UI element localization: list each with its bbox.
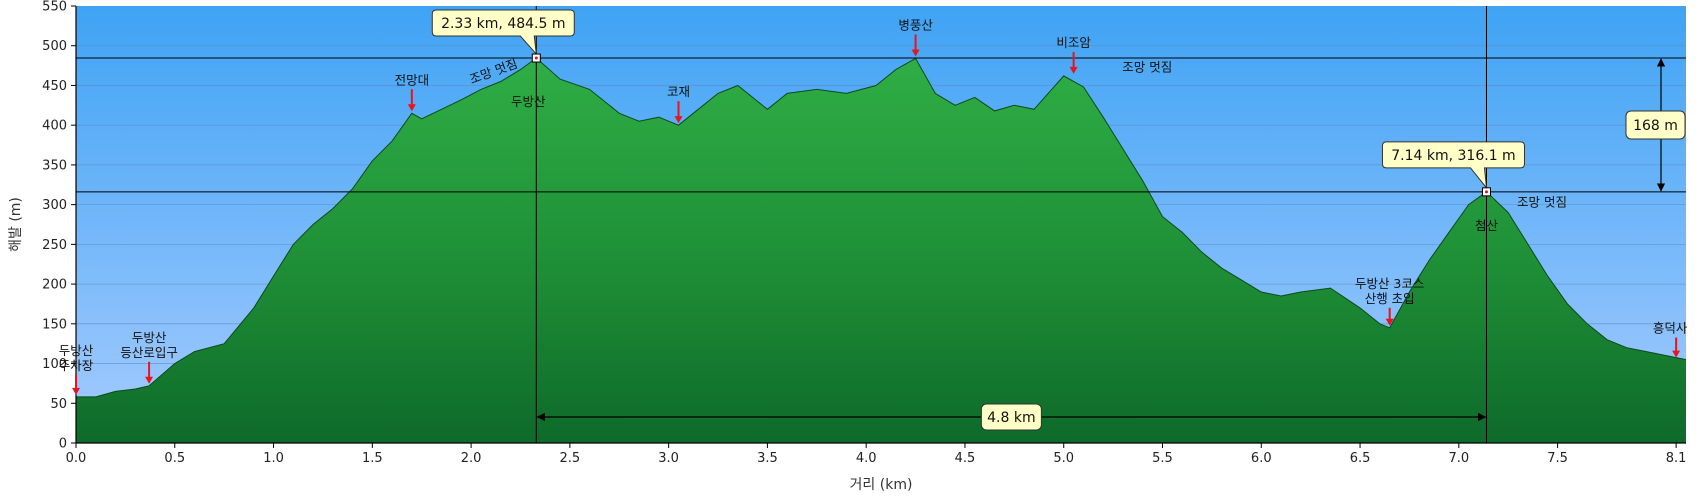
x-tick-label: 7.0: [1448, 451, 1469, 466]
annotation-arrowhead: [1672, 350, 1681, 358]
y-tick-label: 0: [59, 437, 67, 452]
x-tick-label: 4.5: [955, 451, 976, 466]
height-diff-label: 168 m: [1633, 118, 1678, 134]
x-tick-label: 3.5: [757, 451, 778, 466]
x-tick-label: 6.5: [1350, 451, 1371, 466]
y-tick-label: 550: [42, 0, 67, 15]
x-tick-label: 8.1: [1666, 451, 1687, 466]
x-tick-label: 5.0: [1053, 451, 1074, 466]
annotation-label: 비조암: [1056, 35, 1091, 50]
marker-callout-box: [431, 9, 575, 56]
annotation-arrowhead: [911, 49, 920, 57]
marker-point-center: [1484, 190, 1488, 194]
marker-point-center: [534, 56, 538, 60]
annotation-label: 두방산 등산로입구: [120, 330, 178, 360]
marker-callout-label: 2.33 km, 484.5 m: [441, 16, 565, 32]
annotation-label: 두방산 3코스 산행 초입: [1355, 276, 1424, 306]
x-tick-label: 5.5: [1152, 451, 1173, 466]
annotation-arrowhead: [1385, 318, 1394, 326]
y-tick-label: 300: [42, 198, 67, 213]
y-tick-label: 250: [42, 238, 67, 253]
elevation-area: [76, 58, 1686, 443]
x-tick-label: 1.0: [263, 451, 284, 466]
y-tick-label: 450: [42, 79, 67, 94]
marker-callout-box: [1381, 141, 1525, 190]
height-diff-box: [1625, 110, 1686, 140]
annotation-label: 두방산 주차장: [59, 343, 94, 373]
y-tick-label: 500: [42, 39, 67, 54]
x-tick-label: 0.5: [164, 451, 185, 466]
annotation-label: 흥덕사: [1653, 321, 1688, 336]
y-tick-label: 200: [42, 278, 67, 293]
marker-callout-label: 7.14 km, 316.1 m: [1391, 148, 1515, 164]
annotation-label: 병풍산: [898, 17, 933, 32]
annotation-label: 전망대: [395, 72, 430, 87]
x-tick-label: 3.0: [658, 451, 679, 466]
annotation-arrowhead: [674, 116, 683, 124]
x-tick-label: 2.5: [560, 451, 581, 466]
annotation-arrowhead: [145, 376, 154, 384]
x-tick-label: 4.0: [856, 451, 877, 466]
x-tick-label: 7.5: [1547, 451, 1568, 466]
y-tick-label: 100: [42, 357, 67, 372]
annotation-arrowhead: [407, 104, 416, 112]
distance-label: 4.8 km: [987, 410, 1035, 426]
x-tick-label: 2.0: [461, 451, 482, 466]
annotation-label: 코재: [667, 84, 690, 99]
annotation-arrowhead: [72, 387, 80, 395]
y-axis-title: 해발 (m): [8, 197, 24, 252]
x-axis-title: 거리 (km): [850, 477, 913, 493]
y-tick-label: 50: [50, 397, 67, 412]
annotation-label: 조망 멋짐: [1122, 59, 1172, 74]
y-tick-label: 400: [42, 119, 67, 134]
y-tick-label: 150: [42, 317, 67, 332]
x-tick-label: 1.5: [362, 451, 383, 466]
y-tick-label: 350: [42, 158, 67, 173]
x-tick-label: 0.0: [66, 451, 87, 466]
x-tick-label: 6.0: [1251, 451, 1272, 466]
annotation-label: 조망 멋짐: [1517, 195, 1567, 210]
annotation-arrowhead: [1069, 66, 1078, 74]
annotation-label: 첨산: [1475, 218, 1499, 233]
distance-box: [980, 403, 1042, 431]
annotation-label: 두방산: [511, 94, 546, 109]
